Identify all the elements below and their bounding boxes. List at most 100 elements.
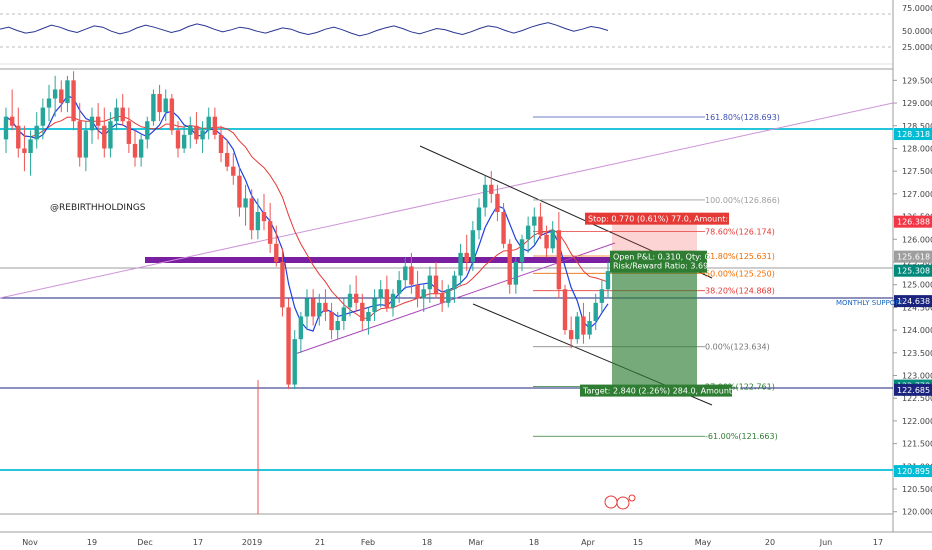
candle-body xyxy=(77,121,82,158)
osc-tick-75: 75.0000 xyxy=(902,4,932,13)
candle-body xyxy=(341,307,347,322)
candle-body xyxy=(353,293,359,303)
candle-body xyxy=(46,98,52,108)
event-icons[interactable] xyxy=(604,494,636,510)
price-tick-label: 123.000 xyxy=(902,372,932,381)
candle-body xyxy=(550,230,555,249)
candle-body xyxy=(108,121,113,149)
price-tag-box xyxy=(894,295,932,308)
event-small-icon[interactable] xyxy=(628,494,636,502)
candle-body xyxy=(138,139,144,158)
osc-tick-25: 25.0000 xyxy=(902,43,932,52)
candle-body xyxy=(95,116,101,126)
candle-body xyxy=(501,212,506,244)
candle-body xyxy=(378,289,383,299)
candle-body xyxy=(151,93,156,122)
candle-body xyxy=(421,289,426,299)
price-tick-label: 122.000 xyxy=(902,417,932,426)
candle-body xyxy=(274,243,279,262)
pnl-box xyxy=(610,250,707,273)
fib-level-label: 161.80%(128.693) xyxy=(705,113,780,122)
fib-level-label: 50.00%(125.250) xyxy=(705,269,775,278)
candle-body xyxy=(188,125,193,135)
price-tick-label: 120.500 xyxy=(902,485,932,494)
candle-body xyxy=(237,175,242,208)
short-position-tool[interactable]: Stop: 0.770 (0.61%) 77.0, Amount: 1 Targe… xyxy=(580,212,742,397)
candle-body xyxy=(194,125,199,140)
candle-body xyxy=(249,198,254,231)
candle-body xyxy=(120,107,125,122)
risk-reward-label: Risk/Reward Ratio: 3.69 xyxy=(613,262,708,271)
candle-body xyxy=(71,80,76,122)
candle-body xyxy=(532,216,537,226)
candle-body xyxy=(231,166,236,176)
candle-body xyxy=(427,275,433,290)
fib-level-label: -61.00%(121.663) xyxy=(705,432,778,441)
event-flag-icon[interactable] xyxy=(604,495,618,509)
price-tick-label: 124.500 xyxy=(902,303,932,312)
candle-body xyxy=(132,143,138,158)
candle-body xyxy=(384,289,390,308)
candle-body xyxy=(347,293,353,308)
candle-body xyxy=(409,266,414,285)
candle-body xyxy=(587,321,592,335)
candle-body xyxy=(298,316,304,340)
candle-body xyxy=(212,116,218,135)
candle-body xyxy=(568,330,574,340)
candle-body xyxy=(439,293,445,303)
candle-body xyxy=(452,275,457,290)
price-tick-label: 129.500 xyxy=(902,76,932,85)
price-tag-label: 128.318 xyxy=(897,130,930,139)
price-tick-label: 126.000 xyxy=(902,235,932,244)
time-tick-label: Apr xyxy=(581,538,596,547)
candle-body xyxy=(415,284,420,299)
stop-label-box xyxy=(585,212,729,225)
price-tick-label: 128.000 xyxy=(902,144,932,153)
fib-level-label: 38.20%(124.868) xyxy=(705,287,775,296)
oscillator-pane: 75.0000 50.0000 25.0000 xyxy=(0,4,932,65)
price-tag-box xyxy=(894,250,932,263)
time-tick-label: Nov xyxy=(22,538,38,547)
price-tag-label: 122.685 xyxy=(897,386,930,395)
target-zone[interactable] xyxy=(612,270,697,386)
candle-body xyxy=(538,216,543,235)
osc-tick-50: 50.0000 xyxy=(902,27,932,36)
candle-body xyxy=(482,184,488,208)
price-tag-label: 125.308 xyxy=(897,267,930,276)
watermark-text: @REBIRTHHOLDINGS xyxy=(50,203,146,213)
candle-body xyxy=(464,252,469,262)
event-dividend-icon[interactable] xyxy=(616,496,630,510)
fib-level-label: 27.00%(122.761) xyxy=(705,382,775,391)
candle-body xyxy=(261,212,267,222)
price-tick-label: 129.000 xyxy=(902,99,932,108)
time-tick-label: Dec xyxy=(137,538,152,547)
time-axis: Nov 19 Dec 17 2019 21 Feb 18 Mar 18 Apr 15 May 20 Jun 1… xyxy=(22,538,883,547)
price-tick-label: 121.500 xyxy=(902,440,932,449)
pnl-label: Open P&L: 0.310, Qty: 0 xyxy=(613,253,710,262)
candle-body xyxy=(575,316,580,340)
candle-body xyxy=(218,134,224,154)
time-tick-label: 18 xyxy=(422,538,432,547)
candle-body xyxy=(403,266,408,281)
candle-body xyxy=(525,225,531,240)
candle-body xyxy=(52,89,58,99)
candle-body xyxy=(267,221,273,244)
candle-body xyxy=(605,271,611,290)
price-tick-label: 127.000 xyxy=(902,190,932,199)
candle-body xyxy=(599,289,605,303)
candle-body xyxy=(181,134,187,149)
candle-body xyxy=(556,230,562,290)
time-tick-label: 17 xyxy=(873,538,883,547)
time-tick-label: 18 xyxy=(529,538,539,547)
price-tags: 128.318126.388125.618125.308124.638122.7… xyxy=(894,128,932,478)
candle-body xyxy=(476,207,482,231)
oscillator-line xyxy=(0,22,609,37)
long-trendline xyxy=(0,102,894,299)
fib-level-label: 61.80%(125.631) xyxy=(705,252,775,261)
price-tag-label: 126.388 xyxy=(897,218,930,227)
candle-body xyxy=(329,311,334,331)
price-tag-label: 125.618 xyxy=(897,253,930,262)
candle-body xyxy=(544,234,549,249)
